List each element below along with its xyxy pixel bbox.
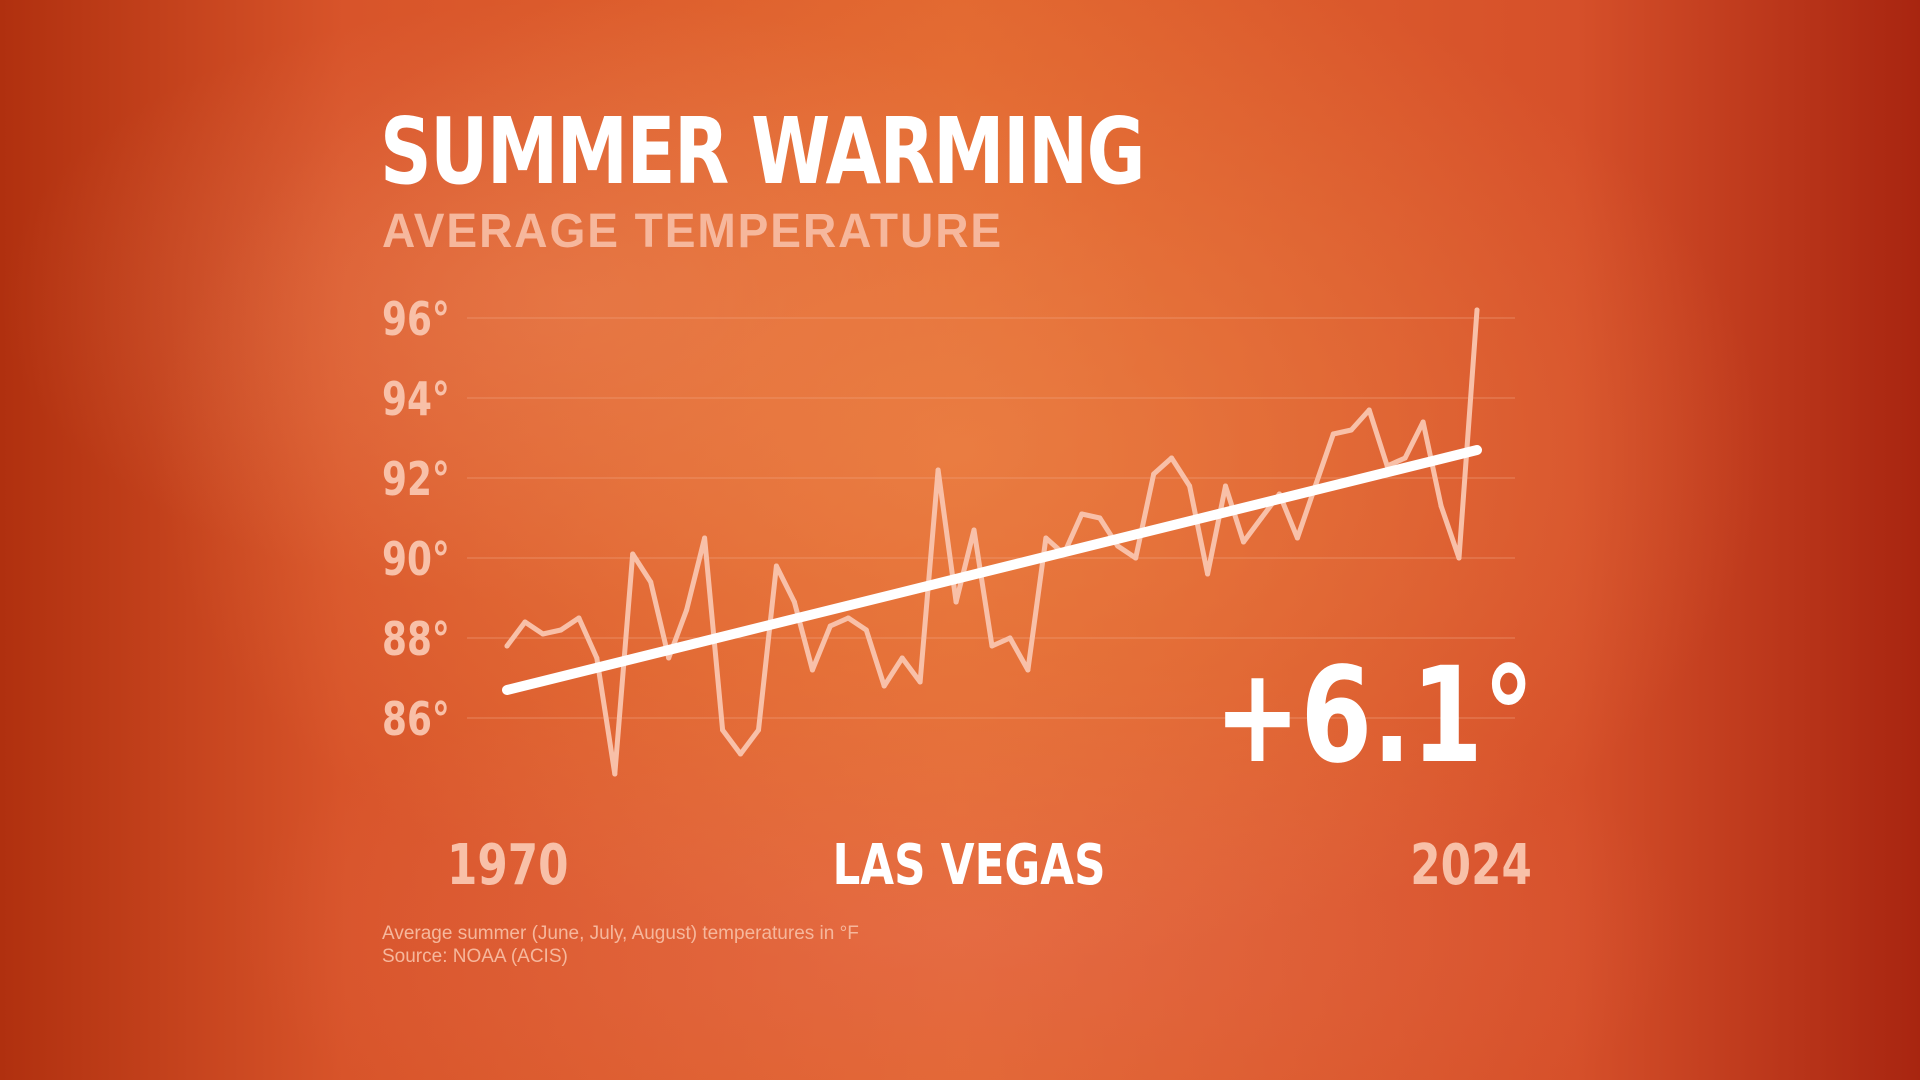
data-point-1970	[504, 643, 510, 649]
data-point-1972	[540, 631, 546, 637]
data-point-1985	[773, 563, 779, 569]
data-point-2011	[1241, 539, 1246, 545]
location-label: LAS VEGAS	[832, 833, 1106, 898]
data-point-1990	[863, 627, 869, 633]
chart-title: SUMMER WARMING	[380, 98, 1146, 205]
data-point-2008	[1187, 483, 1193, 489]
data-point-2016	[1330, 431, 1336, 437]
data-point-2000	[1043, 535, 1049, 541]
y-tick-label-92: 92°	[382, 453, 450, 507]
data-point-2004	[1115, 543, 1121, 549]
data-point-1989	[845, 615, 851, 621]
data-point-1999	[1025, 667, 1031, 673]
data-point-1983	[738, 751, 743, 757]
data-point-2012	[1258, 515, 1264, 521]
data-point-1973	[558, 627, 564, 633]
data-point-2006	[1151, 471, 1157, 477]
data-point-1981	[702, 535, 708, 541]
data-point-1987	[809, 667, 815, 673]
y-axis-tick-labels: 86° 88° 90° 92° 94° 96°	[382, 293, 450, 747]
data-point-2017	[1348, 427, 1354, 433]
x-axis-start-year: 1970	[447, 833, 569, 898]
data-point-2003	[1097, 515, 1103, 521]
data-point-2002	[1079, 511, 1085, 517]
data-point-2007	[1169, 455, 1175, 461]
data-point-1975	[594, 655, 600, 661]
data-point-2005	[1133, 555, 1139, 561]
data-point-1979	[666, 655, 672, 661]
data-point-2022	[1438, 503, 1444, 509]
trend-line	[502, 445, 1482, 695]
footnote-source: Source: NOAA (ACIS)	[382, 946, 568, 967]
data-point-2023	[1456, 555, 1462, 561]
data-point-1997	[989, 643, 995, 649]
data-point-2014	[1294, 535, 1300, 541]
footnote: Average summer (June, July, August) temp…	[382, 922, 859, 968]
data-point-1984	[756, 727, 761, 733]
footnote-description: Average summer (June, July, August) temp…	[382, 923, 859, 944]
y-tick-label-96: 96°	[382, 293, 450, 347]
series-layer	[502, 307, 1482, 777]
data-point-1993	[917, 679, 923, 685]
data-point-1977	[630, 551, 636, 557]
y-tick-label-94: 94°	[382, 373, 450, 427]
data-point-1976	[612, 771, 618, 777]
data-point-2018	[1366, 407, 1372, 413]
data-point-1991	[881, 683, 887, 689]
data-point-1998	[1007, 635, 1013, 641]
data-point-2009	[1205, 571, 1211, 577]
data-point-1986	[791, 599, 797, 605]
data-point-2021	[1420, 419, 1426, 425]
data-point-2020	[1402, 455, 1408, 461]
chart-subtitle: AVERAGE TEMPERATURE	[382, 205, 1004, 258]
data-point-1971	[522, 619, 528, 625]
y-tick-label-88: 88°	[382, 613, 450, 667]
temperature-change-label: +6.1°	[1213, 639, 1534, 793]
data-point-2010	[1223, 483, 1228, 489]
x-axis-end-year: 2024	[1410, 833, 1532, 898]
data-point-1995	[953, 599, 959, 605]
data-point-1982	[720, 727, 726, 733]
data-point-1978	[648, 579, 654, 585]
data-point-1996	[971, 527, 977, 533]
data-point-1994	[935, 467, 941, 473]
data-point-1980	[684, 607, 690, 613]
gridlines	[467, 317, 1515, 719]
data-point-1974	[576, 615, 582, 621]
data-point-2024	[1474, 307, 1480, 313]
y-tick-label-86: 86°	[382, 693, 450, 747]
data-point-1988	[827, 623, 833, 629]
y-tick-label-90: 90°	[382, 533, 450, 587]
data-point-1992	[899, 655, 905, 661]
